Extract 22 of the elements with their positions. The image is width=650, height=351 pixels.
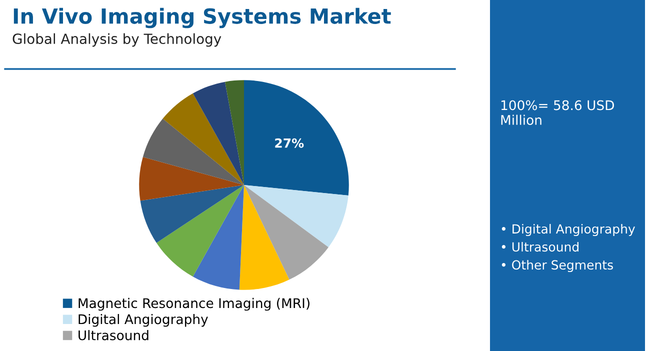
pie-slice [140, 185, 244, 243]
legend-label: Magnetic Resonance Imaging (MRI) [78, 298, 310, 311]
pie-slice [244, 185, 328, 280]
pie-slice [192, 185, 244, 290]
pie-slice [139, 157, 244, 201]
pie-slice [239, 185, 290, 290]
chart-subtitle: Global Analysis by Technology [12, 33, 222, 47]
text: • Digital Angiography [502, 224, 636, 236]
text: • Ultrasound [502, 242, 578, 252]
pie-slice [224, 80, 244, 185]
pie-slice [244, 80, 349, 196]
chart-title: In Vivo Imaging Systems Market [14, 8, 391, 28]
text: • Other Segments [502, 260, 613, 272]
text: 100%= 58.6 USD Million [501, 100, 614, 125]
pie-slice [244, 185, 348, 248]
pie-slice [192, 82, 244, 185]
pie-slice [156, 185, 244, 277]
pie-slice [142, 118, 244, 185]
data-label: 27% [275, 138, 304, 148]
legend-label: Digital Angiography [78, 314, 208, 327]
legend-label: Ultrasound [78, 330, 148, 340]
pie-slice [162, 93, 244, 185]
